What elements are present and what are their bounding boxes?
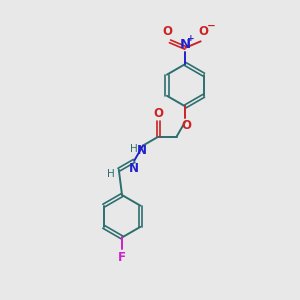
Text: F: F xyxy=(118,251,126,264)
Text: N: N xyxy=(128,162,139,175)
Text: +: + xyxy=(188,34,195,43)
Text: O: O xyxy=(153,107,163,120)
Text: O: O xyxy=(181,119,191,132)
Text: N: N xyxy=(137,144,147,158)
Text: O: O xyxy=(198,25,208,38)
Text: H: H xyxy=(130,144,138,154)
Text: O: O xyxy=(163,25,173,38)
Text: −: − xyxy=(207,21,215,31)
Text: H: H xyxy=(107,169,114,178)
Text: N: N xyxy=(180,38,191,51)
